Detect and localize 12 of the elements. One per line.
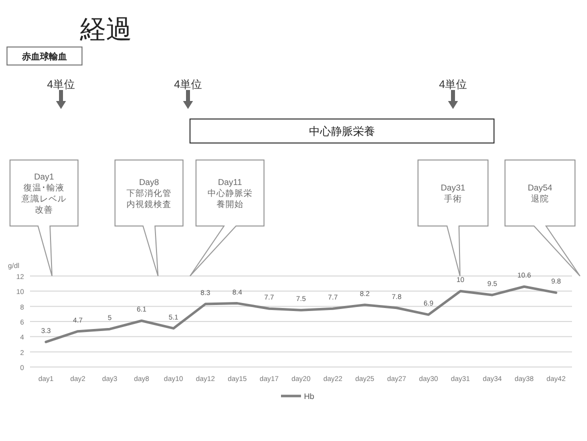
chart-title: 経過: [79, 14, 132, 44]
text: 赤血球輸血: [21, 51, 67, 62]
text: 4単位: [438, 79, 468, 91]
text: Day11 中心静脈栄養開始: [208, 177, 252, 209]
text: 4単位: [46, 79, 76, 91]
text: Day31 手術: [440, 182, 466, 204]
text: Day8 下部消化管内視鏡検査: [126, 177, 172, 209]
text: Day54 退院: [528, 182, 553, 204]
text: 中心静脈栄養: [309, 125, 375, 138]
text: Day1 復温･輸液意識レベル改善: [20, 172, 66, 214]
legend-label: Hb: [304, 392, 315, 401]
text: 4単位: [174, 79, 202, 91]
